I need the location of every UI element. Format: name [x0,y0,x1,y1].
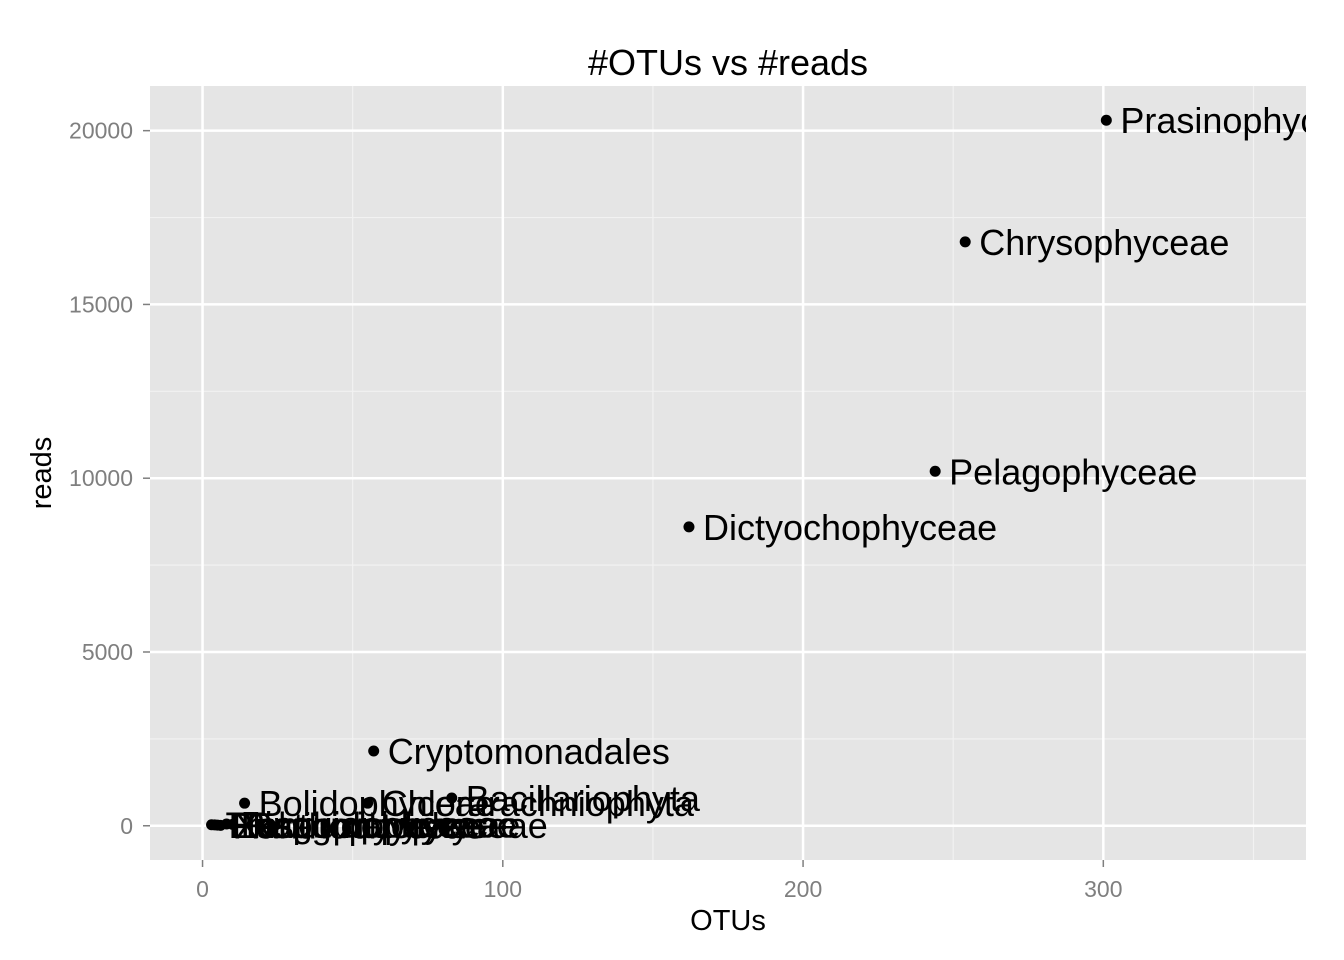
point-label: Prasinophyceae [1120,100,1344,141]
point-label: Trebouxiophyceae [226,805,521,846]
point-label: Raphidophyceae [247,804,517,845]
data-point [959,236,971,248]
x-tick-label: 100 [484,876,522,902]
plot-panel [150,86,1306,860]
y-axis-ticks: 0 5000 10000 15000 20000 [69,118,150,839]
data-point [1100,114,1112,126]
point-label: Eustigmatophyceae [232,805,548,846]
y-tick-label: 15000 [69,291,133,317]
y-tick-label: 10000 [69,465,133,491]
y-axis-title: reads [26,437,58,510]
y-tick-label: 20000 [69,118,133,144]
data-points [206,114,1112,831]
data-point [683,521,695,533]
point-label: Xanthophyceae [235,805,485,846]
point-label: Cryptomonadales [388,731,670,772]
point-label: Chlorarachniophyta [382,783,695,824]
point-label: Pinguiophyceae [241,804,497,845]
data-point [227,818,239,830]
data-point [368,745,380,757]
point-labels: Prasinophyceae Chrysophyceae Pelagophyceae… [226,100,1344,846]
data-point [929,465,941,477]
chart-title: #OTUs vs #reads [588,42,868,83]
x-axis-title: OTUs [690,905,766,937]
minor-gridlines [150,86,1306,860]
data-point [446,792,458,804]
x-tick-label: 0 [196,876,209,902]
point-label: Chrysophyceae [979,222,1229,263]
data-point [362,797,374,809]
point-label: Phaeophyceae [229,805,469,846]
major-gridlines [150,86,1306,860]
x-tick-label: 300 [1084,876,1122,902]
x-tick-label: 200 [784,876,822,902]
y-tick-label: 0 [120,813,133,839]
y-tick-label: 5000 [82,639,133,665]
point-label: Pelagophyceae [949,451,1197,492]
point-label: Dictyochophyceae [703,507,997,548]
point-label: Bacillariophyta [466,778,701,819]
data-point [239,797,251,809]
x-axis-ticks: 0 100 200 300 [196,860,1123,902]
point-label: Bolidophyceae [259,783,495,824]
data-point [209,819,221,831]
